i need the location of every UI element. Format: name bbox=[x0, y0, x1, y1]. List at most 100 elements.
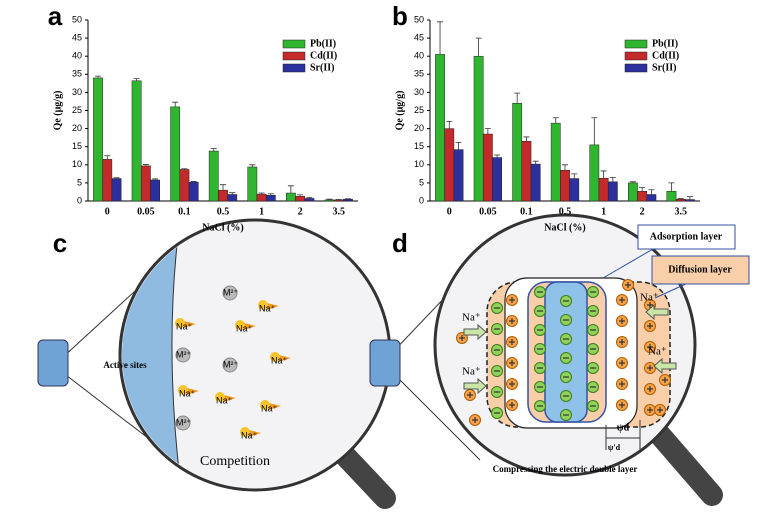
panel-label: b bbox=[392, 1, 408, 31]
bar bbox=[560, 169, 570, 202]
error-bar bbox=[484, 128, 491, 135]
x-tick-label: 0.1 bbox=[178, 206, 191, 217]
bar bbox=[637, 190, 648, 202]
plus-sign bbox=[467, 392, 473, 398]
plus-sign bbox=[647, 407, 653, 413]
ion-label: Na⁺ bbox=[261, 403, 278, 413]
bar bbox=[666, 190, 677, 202]
plus-sign bbox=[509, 360, 515, 366]
plus-sign bbox=[509, 318, 515, 324]
y-tick-label: 5 bbox=[419, 177, 424, 187]
error-bar bbox=[113, 177, 120, 179]
legend-swatch bbox=[282, 39, 306, 49]
m-ion bbox=[222, 357, 238, 373]
plus-sign bbox=[647, 344, 653, 350]
plus-sign bbox=[472, 417, 478, 423]
plus-sign bbox=[619, 402, 625, 408]
arrow bbox=[645, 303, 669, 321]
error-bar bbox=[142, 164, 149, 166]
zoom-line bbox=[389, 369, 481, 461]
ion-label: Na⁺ bbox=[640, 292, 659, 304]
ion-label: M²⁺ bbox=[223, 287, 238, 297]
panel-label: c bbox=[53, 228, 67, 258]
error-bar bbox=[258, 192, 265, 195]
bar bbox=[227, 194, 238, 202]
arrow bbox=[463, 323, 487, 341]
bar bbox=[444, 128, 455, 202]
bar bbox=[170, 106, 181, 202]
error-bar bbox=[181, 168, 188, 170]
ion-label: Na⁺ bbox=[648, 346, 667, 358]
plus-sign bbox=[619, 318, 625, 324]
legend-swatch bbox=[624, 39, 648, 49]
y-tick-label: 0 bbox=[419, 195, 424, 205]
legend-label: Sr(II) bbox=[652, 62, 676, 73]
error-bar bbox=[475, 37, 482, 57]
m-ion bbox=[175, 415, 191, 431]
x-tick-label: 3.5 bbox=[332, 206, 345, 217]
error-bar bbox=[523, 136, 530, 142]
bar bbox=[598, 177, 609, 202]
na-ion bbox=[240, 427, 250, 437]
plus-sign bbox=[647, 386, 653, 392]
caption: Competition bbox=[200, 454, 270, 469]
bar bbox=[218, 189, 228, 202]
ion-tail bbox=[184, 321, 196, 328]
ion-label: Na⁺ bbox=[216, 395, 233, 405]
active-sites-label: Active sites bbox=[103, 360, 147, 370]
caption: Compressing the electric double layer bbox=[493, 464, 638, 474]
error-bar bbox=[220, 184, 226, 191]
bar bbox=[482, 133, 493, 202]
diffusion-label: Diffusion layer bbox=[668, 264, 732, 275]
bar bbox=[550, 122, 561, 202]
error-bar bbox=[609, 177, 616, 182]
bar bbox=[646, 194, 657, 202]
error-bar bbox=[514, 92, 521, 104]
bar bbox=[512, 103, 523, 202]
legend-swatch bbox=[282, 63, 306, 73]
plus-sign bbox=[509, 297, 515, 303]
legend-label: Pb(II) bbox=[310, 38, 336, 49]
error-bar bbox=[532, 160, 539, 165]
x-tick-label: 2 bbox=[640, 206, 645, 217]
error-bar bbox=[600, 170, 607, 179]
legend-label: Cd(II) bbox=[652, 50, 679, 61]
y-tick-label: 45 bbox=[414, 32, 424, 42]
ion-label: Na⁺ bbox=[236, 323, 253, 333]
legend-swatch bbox=[624, 51, 648, 61]
error-bar bbox=[639, 187, 646, 192]
x-tick-label: 0 bbox=[447, 206, 452, 217]
x-tick-label: 1 bbox=[601, 206, 606, 217]
bar bbox=[265, 194, 276, 202]
x-tick-label: 0.05 bbox=[137, 206, 155, 217]
x-tick-label: 0.5 bbox=[559, 206, 572, 217]
bar bbox=[188, 181, 199, 202]
bar bbox=[685, 199, 695, 202]
plus-sign bbox=[509, 381, 515, 387]
y-tick-label: 10 bbox=[72, 159, 82, 169]
bar bbox=[628, 182, 638, 202]
bar bbox=[324, 199, 335, 202]
error-bar bbox=[267, 193, 274, 196]
error-bar bbox=[326, 198, 333, 200]
legend-swatch bbox=[624, 63, 648, 73]
bar bbox=[93, 77, 103, 202]
x-tick-label: 0.5 bbox=[217, 206, 230, 217]
y-tick-label: 45 bbox=[72, 32, 82, 42]
ion-label: Na⁺ bbox=[176, 321, 193, 331]
arrow bbox=[653, 357, 677, 375]
bar bbox=[473, 55, 484, 202]
psi-d-prime: ψ'd bbox=[608, 443, 621, 452]
plus-sign bbox=[509, 339, 515, 345]
plus-sign bbox=[619, 360, 625, 366]
error-bar bbox=[287, 185, 294, 194]
y-tick-label: 25 bbox=[414, 105, 424, 115]
na-ion bbox=[178, 385, 188, 395]
bar bbox=[295, 196, 306, 202]
plus-sign bbox=[647, 302, 653, 308]
y-tick-label: 40 bbox=[414, 51, 424, 61]
error-bar bbox=[249, 164, 256, 167]
y-tick-label: 30 bbox=[414, 87, 424, 97]
x-tick-label: 1 bbox=[259, 206, 264, 217]
